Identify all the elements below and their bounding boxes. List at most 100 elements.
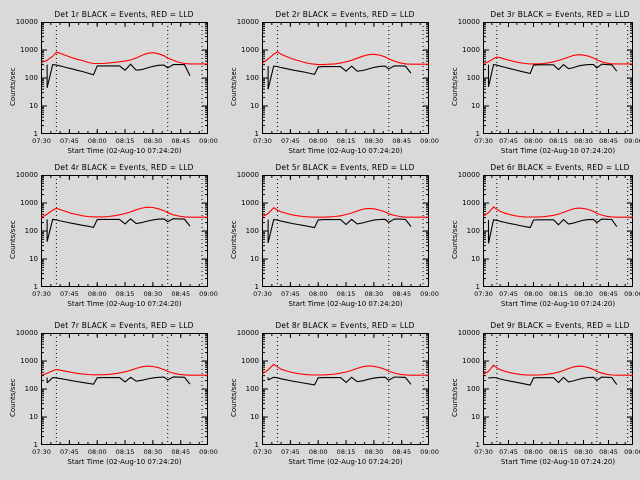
x-tick-label: 09:00 <box>420 290 439 298</box>
series-events <box>487 218 618 244</box>
panel-title: Det 3r BLACK = Events, RED = LLD <box>490 10 630 19</box>
panel-title: Det 7r BLACK = Events, RED = LLD <box>54 321 194 330</box>
x-tick-label: 08:30 <box>574 290 593 298</box>
panel-title: Det 1r BLACK = Events, RED = LLD <box>54 10 194 19</box>
y-tick-label: 100 <box>466 385 480 393</box>
y-tick-label: 10 <box>29 413 38 421</box>
plot-area <box>41 175 208 287</box>
x-tick-label: 07:45 <box>499 448 518 456</box>
plot-area <box>41 333 208 445</box>
x-tick-label: 07:30 <box>253 290 272 298</box>
x-tick-label: 07:30 <box>32 448 51 456</box>
x-tick-label: 08:45 <box>392 290 412 298</box>
y-tick-label: 10 <box>250 255 259 263</box>
series-events <box>267 376 412 386</box>
plot-area <box>262 333 429 445</box>
y-tick-label: 1000 <box>462 199 480 207</box>
x-tick-label: 08:30 <box>143 137 163 145</box>
x-tick-label: 08:15 <box>336 448 356 456</box>
series-lld <box>483 206 633 218</box>
x-tick-label: 07:45 <box>281 448 300 456</box>
y-tick-label: 1 <box>33 130 38 138</box>
x-tick-label: 08:00 <box>308 290 328 298</box>
plot-area <box>483 22 633 134</box>
panel-title: Det 9r BLACK = Events, RED = LLD <box>490 321 630 330</box>
panel-title: Det 5r BLACK = Events, RED = LLD <box>275 163 415 172</box>
y-tick-label: 10 <box>250 102 259 110</box>
axis-ticks <box>41 333 208 445</box>
x-axis-label: Start Time (02-Aug-10 07:24:20) <box>67 300 182 308</box>
x-tick-label: 08:00 <box>87 290 107 298</box>
x-axis-label: Start Time (02-Aug-10 07:24:20) <box>288 147 403 155</box>
y-axis-label: Counts/sec <box>451 378 459 417</box>
x-tick-label: 08:00 <box>308 137 328 145</box>
y-tick-label: 1 <box>254 283 259 291</box>
plot-frame <box>483 22 633 134</box>
y-tick-label: 1 <box>475 130 480 138</box>
y-tick-label: 10 <box>471 413 480 421</box>
y-tick-label: 10000 <box>15 329 38 337</box>
x-tick-label: 08:00 <box>87 137 107 145</box>
plot-area <box>483 175 633 287</box>
series-events <box>46 63 191 88</box>
y-tick-label: 1000 <box>462 46 480 54</box>
series-lld <box>41 51 208 65</box>
series-lld <box>483 54 633 65</box>
plot-area <box>262 22 429 134</box>
y-tick-label: 10 <box>471 102 480 110</box>
y-tick-label: 1000 <box>20 357 38 365</box>
y-tick-label: 100 <box>24 385 38 393</box>
x-tick-label: 07:45 <box>499 290 518 298</box>
x-tick-label: 07:45 <box>281 137 300 145</box>
x-tick-label: 08:15 <box>115 290 135 298</box>
x-tick-label: 08:15 <box>336 137 356 145</box>
x-tick-label: 08:45 <box>171 290 191 298</box>
x-tick-label: 08:30 <box>364 137 384 145</box>
x-tick-label: 08:00 <box>524 448 543 456</box>
series-events <box>46 376 191 385</box>
x-tick-label: 08:00 <box>524 290 543 298</box>
x-tick-label: 09:00 <box>420 137 439 145</box>
series-events <box>267 65 412 90</box>
plot-frame <box>262 175 429 287</box>
axis-ticks <box>483 175 633 287</box>
plot-frame <box>483 175 633 287</box>
plot-frame <box>262 333 429 445</box>
plot-frame <box>483 333 633 445</box>
x-tick-label: 07:30 <box>253 448 272 456</box>
panel-title: Det 4r BLACK = Events, RED = LLD <box>54 163 194 172</box>
plot-frame <box>262 22 429 134</box>
y-tick-label: 10000 <box>457 18 480 26</box>
y-tick-label: 100 <box>466 74 480 82</box>
y-tick-label: 1 <box>475 441 480 449</box>
x-tick-label: 07:30 <box>474 137 493 145</box>
y-tick-label: 10 <box>471 255 480 263</box>
x-tick-label: 08:15 <box>549 137 568 145</box>
x-tick-label: 07:30 <box>32 137 51 145</box>
axis-ticks <box>262 22 429 134</box>
y-tick-label: 100 <box>245 74 259 82</box>
plot-frame <box>41 333 208 445</box>
axis-ticks <box>262 175 429 287</box>
x-tick-label: 08:30 <box>574 448 593 456</box>
series-events <box>267 218 412 243</box>
axis-ticks <box>41 22 208 134</box>
y-tick-label: 1 <box>254 130 259 138</box>
x-tick-label: 08:30 <box>574 137 593 145</box>
x-axis-label: Start Time (02-Aug-10 07:24:20) <box>500 147 616 155</box>
series-lld <box>262 51 429 66</box>
x-tick-label: 08:45 <box>392 137 412 145</box>
series-lld <box>41 206 208 219</box>
y-tick-label: 10 <box>29 102 38 110</box>
series-events <box>488 376 618 386</box>
x-tick-label: 09:00 <box>199 290 218 298</box>
x-tick-label: 08:00 <box>87 448 107 456</box>
series-lld <box>483 364 633 376</box>
x-axis-label: Start Time (02-Aug-10 07:24:20) <box>67 458 182 466</box>
y-tick-label: 1000 <box>241 46 259 54</box>
x-tick-label: 07:30 <box>474 448 493 456</box>
